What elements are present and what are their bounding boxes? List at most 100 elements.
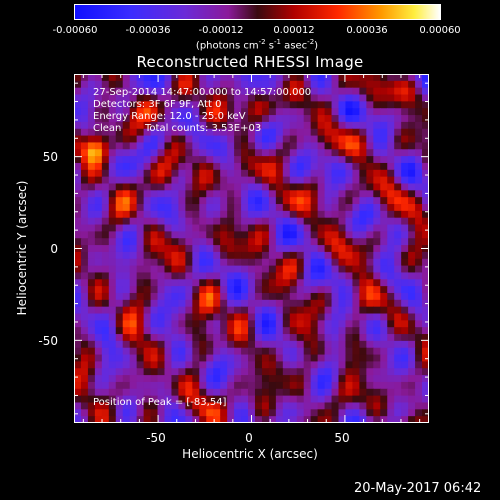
heatmap-cell	[408, 258, 416, 267]
heatmap-cell	[80, 238, 89, 246]
heatmap-cell	[136, 245, 145, 253]
footer-date: 20-May-2017 06:42	[354, 481, 482, 496]
heatmap-cell	[303, 162, 312, 171]
heatmap-cell	[171, 87, 180, 96]
heatmap-cell	[415, 142, 423, 150]
heatmap-cell	[74, 217, 82, 226]
heatmap-cell	[401, 409, 409, 417]
heatmap-cell	[220, 265, 228, 274]
heatmap-cell	[115, 149, 124, 157]
heatmap-cell	[254, 334, 263, 342]
heatmap-cell	[282, 251, 291, 260]
heatmap-cell	[387, 128, 395, 137]
heatmap-cell	[122, 224, 131, 232]
heatmap-cell	[87, 156, 96, 164]
heatmap-cell	[122, 334, 131, 342]
heatmap-cell	[74, 320, 82, 328]
heatmap-cell	[199, 354, 207, 363]
heatmap-cell	[157, 388, 166, 397]
heatmap-cell	[129, 101, 138, 109]
heatmap-cell	[171, 251, 180, 260]
heatmap-cell	[234, 238, 242, 246]
heatmap-cell	[94, 313, 103, 321]
heatmap-cell	[94, 135, 103, 144]
heatmap-cell	[254, 149, 263, 157]
heatmap-cell	[206, 327, 214, 335]
heatmap-cell	[101, 320, 110, 328]
heatmap-cell	[115, 409, 124, 417]
heatmap-cell	[401, 299, 409, 308]
heatmap-cell	[227, 142, 235, 150]
heatmap-cell	[178, 217, 186, 226]
heatmap-cell	[275, 224, 284, 232]
heatmap-cell	[268, 197, 277, 205]
heatmap-cell	[289, 169, 298, 178]
heatmap-cell	[136, 381, 145, 390]
heatmap-cell	[185, 108, 193, 116]
heatmap-cell	[248, 279, 256, 287]
heatmap-cell	[289, 204, 298, 212]
heatmap-cell	[171, 375, 180, 383]
heatmap-cell	[248, 258, 256, 267]
heatmap-cell	[129, 245, 138, 253]
heatmap-cell	[331, 190, 340, 198]
heatmap-cell	[408, 265, 416, 274]
heatmap-cell	[178, 149, 186, 157]
heatmap-cell	[401, 204, 409, 212]
heatmap-cell	[359, 388, 367, 397]
heatmap-cell	[338, 299, 347, 308]
heatmap-cell	[115, 80, 124, 89]
heatmap-cell	[324, 190, 333, 198]
heatmap-cell	[80, 395, 89, 404]
heatmap-cell	[310, 334, 319, 342]
heatmap-cell	[387, 135, 395, 144]
heatmap-cell	[387, 204, 395, 212]
heatmap-cell	[108, 251, 117, 260]
heatmap-cell	[408, 169, 416, 178]
heatmap-cell	[254, 272, 263, 280]
heatmap-cell	[143, 210, 152, 219]
heatmap-cell	[352, 128, 360, 137]
heatmap-cell	[220, 286, 228, 294]
heatmap-cell	[261, 368, 270, 376]
heatmap-cell	[359, 245, 367, 253]
heatmap-cell	[227, 395, 235, 404]
heatmap-cell	[234, 286, 242, 294]
heatmap-cell	[345, 416, 354, 423]
heatmap-cell	[199, 395, 207, 404]
heatmap-cell	[303, 306, 312, 315]
heatmap-cell	[275, 395, 284, 404]
heatmap-cell	[415, 176, 423, 185]
heatmap-cell	[241, 334, 249, 342]
heatmap-cell	[143, 245, 152, 253]
heatmap-cell	[220, 347, 228, 356]
heatmap-cell	[213, 128, 221, 137]
heatmap-cell	[408, 231, 416, 239]
heatmap-cell	[408, 361, 416, 369]
heatmap-cell	[122, 327, 131, 335]
heatmap-cell	[220, 395, 228, 404]
heatmap-cell	[345, 217, 354, 226]
heatmap-cell	[241, 210, 249, 219]
heatmap-cell	[220, 176, 228, 185]
heatmap-cell	[359, 121, 367, 130]
heatmap-cell	[324, 197, 333, 205]
heatmap-cell	[422, 74, 429, 82]
heatmap-cell	[345, 108, 354, 116]
heatmap-cell	[129, 292, 138, 301]
heatmap-cell	[171, 320, 180, 328]
heatmap-cell	[227, 149, 235, 157]
heatmap-cell	[101, 217, 110, 226]
heatmap-cell	[296, 381, 305, 390]
heatmap-cell	[185, 224, 193, 232]
heatmap-cell	[408, 87, 416, 96]
heatmap-cell	[192, 115, 200, 123]
heatmap-cell	[366, 375, 374, 383]
heatmap-cell	[129, 286, 138, 294]
heatmap-cell	[317, 183, 326, 191]
heatmap-cell	[241, 115, 249, 123]
heatmap-cell	[422, 190, 429, 198]
heatmap-cell	[415, 204, 423, 212]
heatmap-cell	[157, 251, 166, 260]
heatmap-cell	[185, 183, 193, 191]
